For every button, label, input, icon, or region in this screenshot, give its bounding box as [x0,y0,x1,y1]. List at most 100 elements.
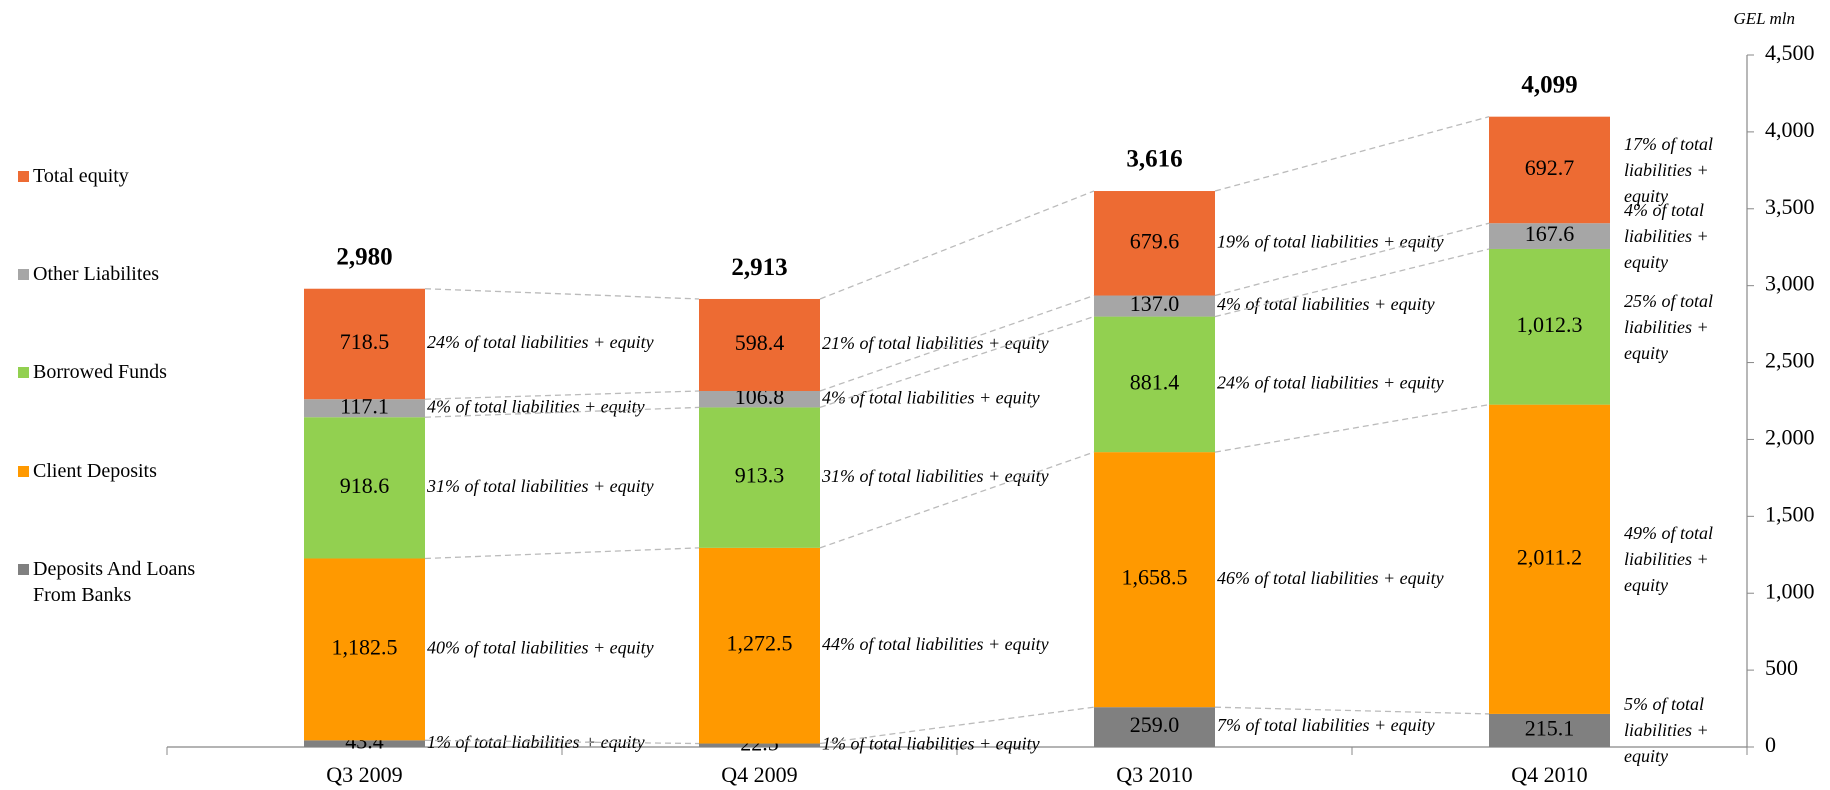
bar-segment [1489,404,1610,714]
y-tick-label: 4,000 [1765,117,1815,142]
value-label: 598.4 [735,330,785,355]
connector [819,451,1095,549]
share-label: 7% of total liabilities + equity [1217,715,1435,735]
total-label: 2,980 [336,243,392,270]
bar-segment [1094,707,1215,747]
bar-segment [304,288,425,400]
connector [819,315,1095,409]
connector [424,390,700,400]
legend-label: Client Deposits [33,460,157,482]
connector [1214,248,1490,318]
value-label: 259.0 [1130,712,1180,737]
connector [1214,116,1490,192]
total-label: 4,099 [1521,71,1577,98]
bar-segment [304,399,425,418]
connector [424,406,700,418]
legend-swatch [18,564,29,575]
share-label: 5% of total liabilities + equity [1624,694,1709,767]
connector [1214,404,1490,453]
bar-segment [1094,295,1215,317]
y-tick-label: 0 [1765,732,1776,757]
value-label: 1,658.5 [1122,565,1188,590]
legend-item: Client Deposits [18,458,248,484]
y-tick-label: 2,000 [1765,424,1815,449]
bar-segment [699,298,820,391]
legend-swatch [18,466,29,477]
bar-segment [1094,452,1215,708]
y-tick-label: 2,500 [1765,348,1815,373]
value-label: 1,012.3 [1517,312,1583,337]
legend-label: Other Liabilites [33,263,160,285]
share-label: 4% of total liabilities + equity [1217,294,1435,314]
total-label: 2,913 [731,254,787,281]
value-label: 215.1 [1525,716,1575,741]
bar-segment [1489,223,1610,249]
unit-label: GEL mln [1733,9,1795,28]
value-label: 2,011.2 [1517,544,1582,569]
value-label: 1,182.5 [332,634,398,659]
bar-segment [699,390,820,408]
x-tick-label: Q4 2010 [1511,762,1587,787]
share-label: 4% of total liabilities + equity [822,387,1040,407]
share-label: 4% of total liabilities + equity [1624,200,1709,273]
value-label: 1,272.5 [727,631,793,656]
bar-segment [304,740,425,747]
share-label: 21% of total liabilities + equity [822,333,1049,353]
y-tick-label: 4,500 [1765,40,1815,65]
legend-item: Total equity [18,163,248,189]
value-label: 167.6 [1525,221,1575,246]
legend-label: Borrowed Funds [33,361,167,383]
connector [819,294,1095,392]
legend-swatch [18,269,29,280]
share-label: 40% of total liabilities + equity [427,638,654,658]
value-label: 881.4 [1130,369,1180,394]
share-label: 19% of total liabilities + equity [1217,231,1444,251]
bar-segment [1489,713,1610,747]
bar-segment [699,743,820,747]
share-label: 46% of total liabilities + equity [1217,568,1444,588]
value-label: 692.7 [1525,155,1575,180]
connector [819,190,1095,300]
y-tick-label: 1,500 [1765,501,1815,526]
bar-segment [304,417,425,559]
share-label: 17% of total liabilities + equity [1624,133,1713,206]
bar-segment [304,558,425,741]
bar-segment [1489,116,1610,224]
share-label: 1% of total liabilities + equity [822,733,1040,753]
share-label: 31% of total liabilities + equity [821,466,1049,486]
legend-item: Other Liabilites [18,261,248,287]
connector [1214,222,1490,297]
value-label: 918.6 [340,473,390,498]
legend-item: Deposits And Loans From Banks [18,556,248,608]
x-tick-label: Q3 2010 [1116,762,1192,787]
legend-label: Deposits And Loans From Banks [33,558,196,606]
y-tick-label: 3,000 [1765,271,1815,296]
connector [424,288,700,300]
connector [819,706,1095,745]
share-label: 24% of total liabilities + equity [427,332,654,352]
bar-segment [1094,316,1215,453]
bar-segment [1094,191,1215,296]
total-label: 3,616 [1126,146,1182,173]
legend-label: Total equity [33,165,129,187]
share-label: 44% of total liabilities + equity [822,634,1049,654]
legend-item: Borrowed Funds [18,359,248,385]
share-label: 25% of total liabilities + equity [1624,290,1713,363]
y-tick-label: 3,500 [1765,194,1815,219]
share-label: 24% of total liabilities + equity [1217,372,1444,392]
connector [1214,706,1490,715]
legend-swatch [18,171,29,182]
y-tick-label: 1,000 [1765,578,1815,603]
value-label: 718.5 [340,329,390,354]
x-tick-label: Q4 2009 [721,762,797,787]
value-label: 679.6 [1130,228,1180,253]
legend-swatch [18,367,29,378]
bar-segment [1489,248,1610,405]
share-label: 49% of total liabilities + equity [1624,523,1713,596]
value-label: 913.3 [735,463,785,488]
bar-segment [699,547,820,744]
x-tick-label: Q3 2009 [326,762,402,787]
connector [424,739,700,745]
